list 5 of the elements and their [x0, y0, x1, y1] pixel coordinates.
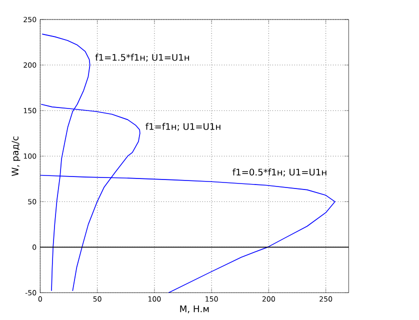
annotation: f1=0.5*f1н; U1=U1н [232, 168, 326, 176]
annotation: f1=1.5*f1н; U1=U1н [95, 54, 190, 62]
x-axis-title: M, Н.м [180, 306, 209, 314]
annotation: f1=f1н; U1=U1н [146, 122, 220, 131]
y-axis-title: W, рад/с [12, 136, 20, 176]
